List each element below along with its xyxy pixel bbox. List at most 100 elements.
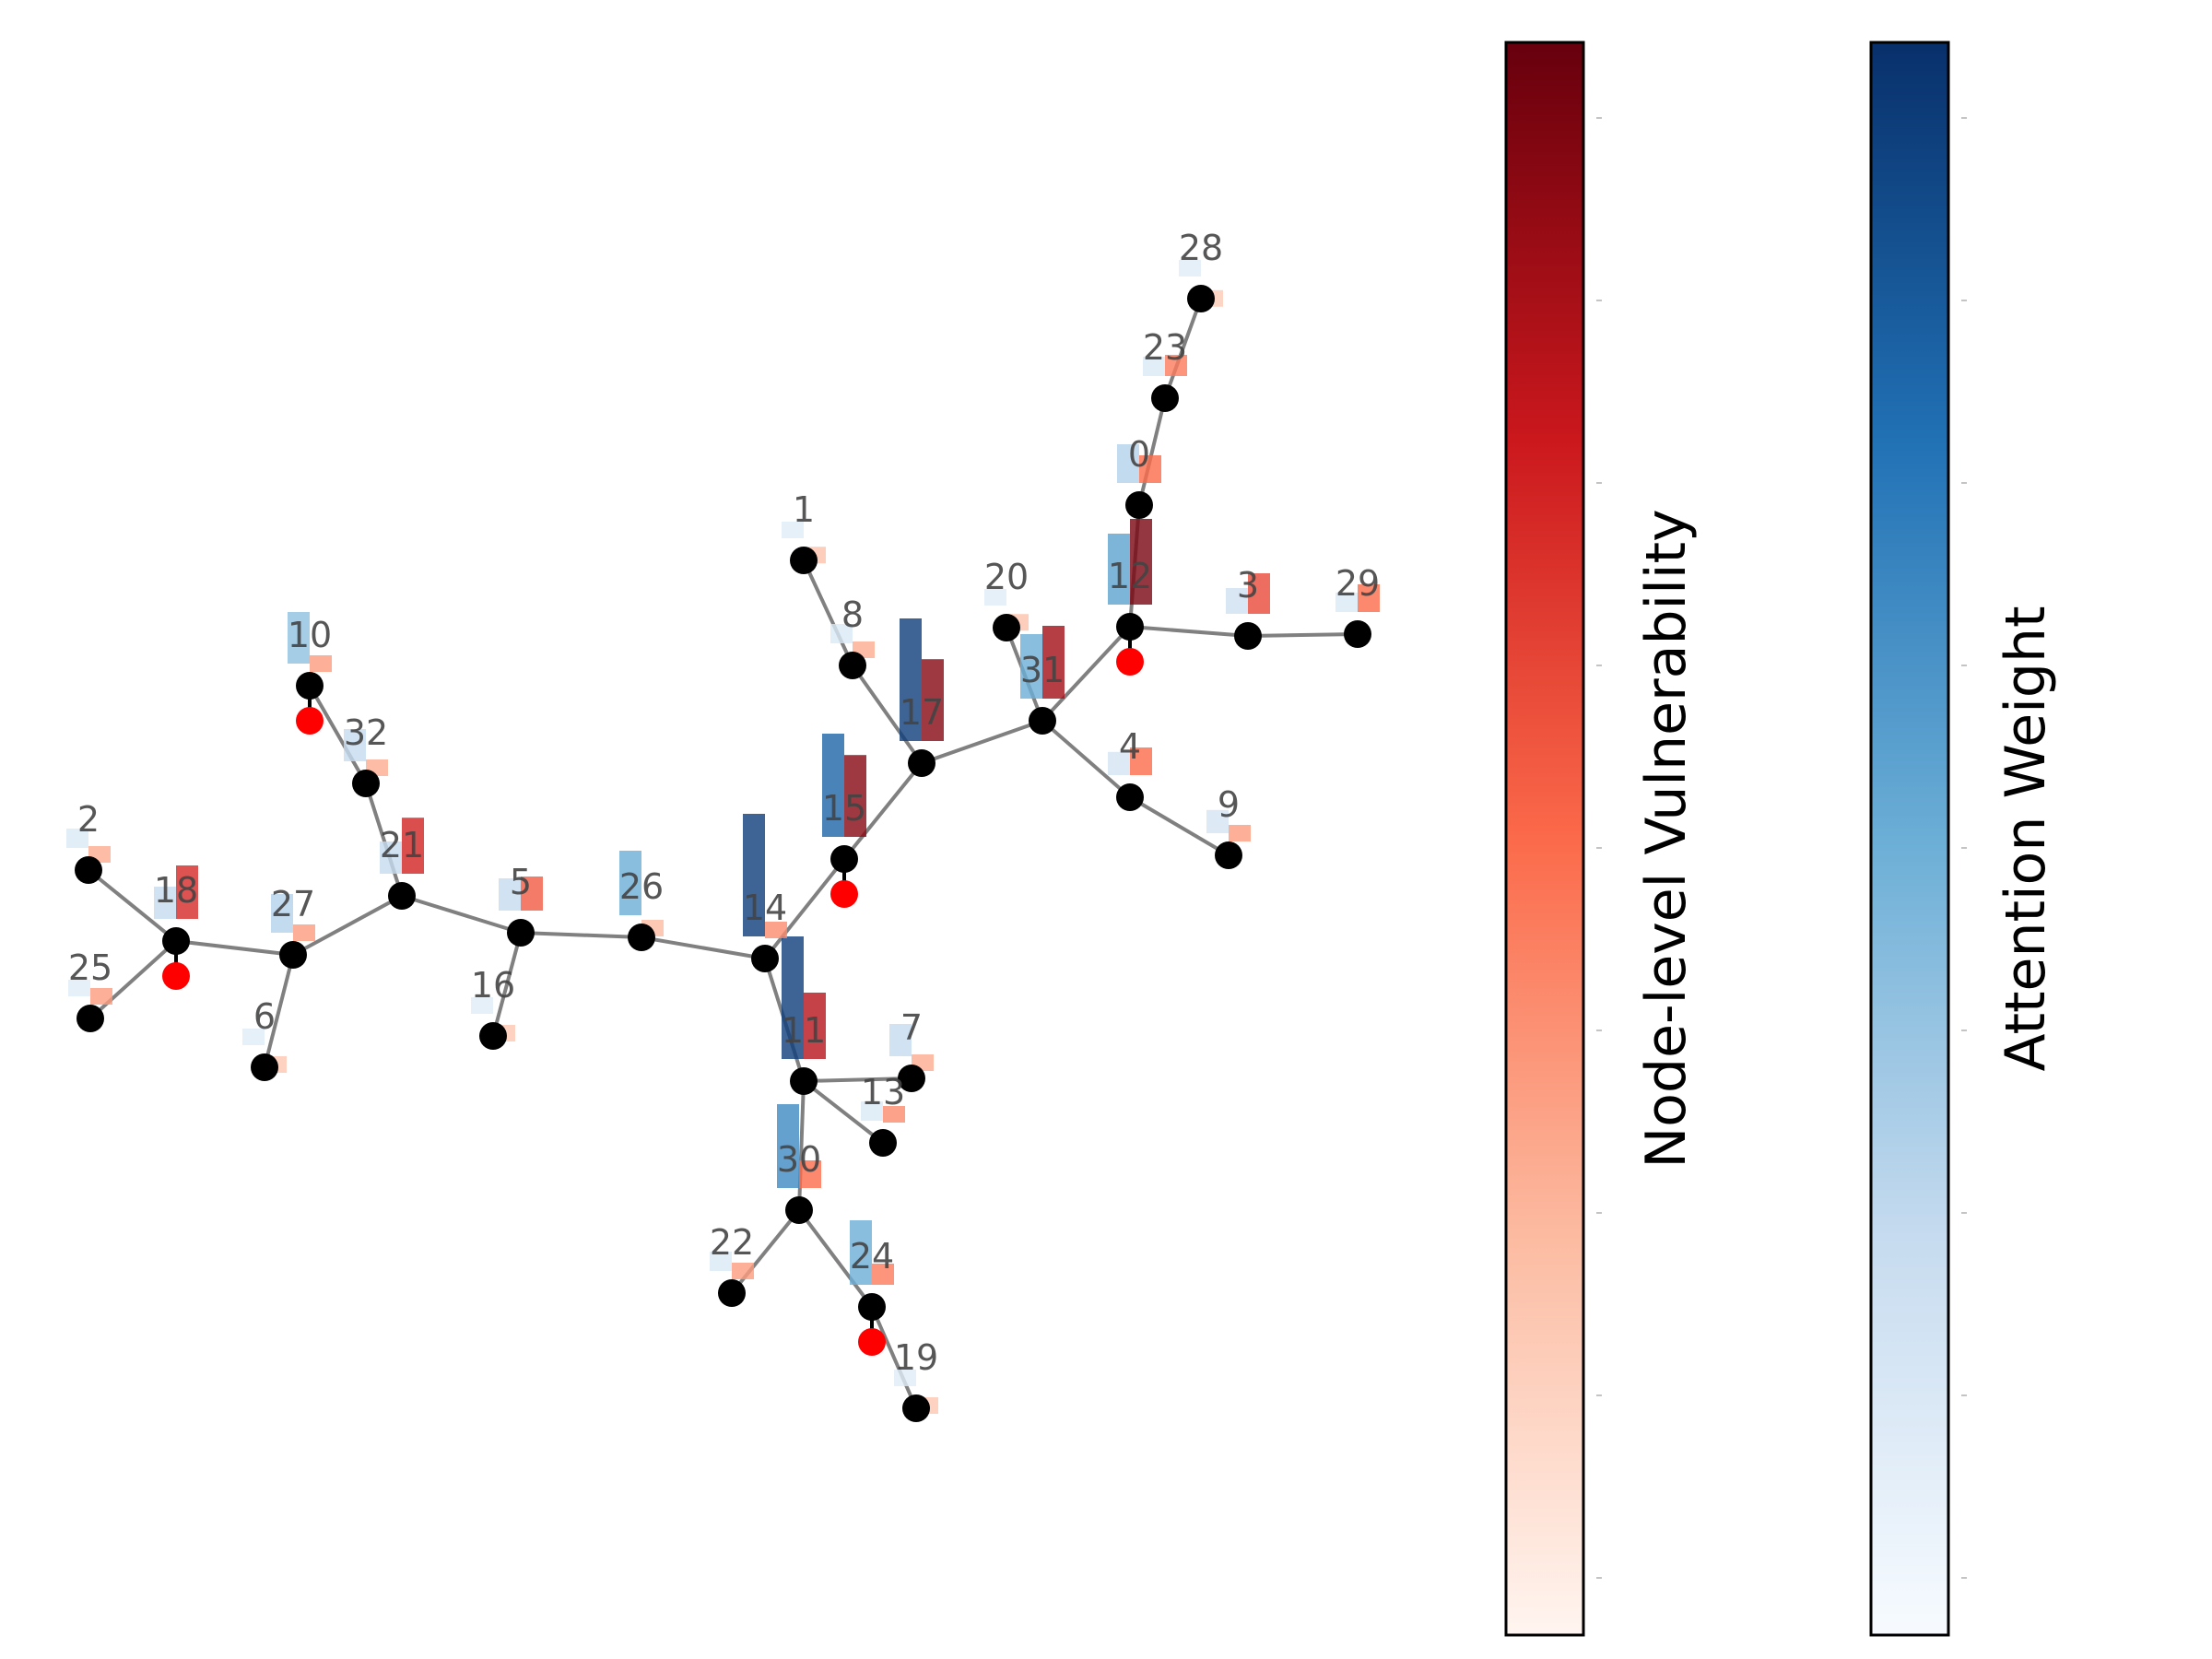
attention-colorbar-label: Attention Weight [1994, 606, 2058, 1071]
node-label: 11 [782, 1010, 826, 1051]
attention-bar [471, 997, 493, 1014]
graph-edge [520, 931, 642, 939]
node-label: 21 [380, 825, 424, 865]
graph-node [790, 547, 818, 574]
graph-node [162, 927, 190, 955]
vulnerability-colorbar-label: Node-level Vulnerability [1634, 509, 1699, 1168]
attention-bar [344, 729, 366, 761]
attention-bar [710, 1252, 732, 1271]
markers-layer [162, 627, 1144, 1356]
vulnerability-bar [765, 922, 787, 938]
attention-bar [66, 829, 88, 848]
vulnerability-bar [872, 1264, 894, 1285]
node-label: 15 [822, 788, 866, 829]
vulnerability-bar [1248, 573, 1270, 614]
attention-bar [900, 618, 922, 741]
graph-edge [1247, 632, 1359, 638]
node-label: 14 [743, 888, 787, 928]
vulnerable-marker [1116, 648, 1144, 676]
vulnerability-bar [799, 1160, 821, 1188]
attention-bar [1108, 751, 1130, 775]
graph-edge [1041, 625, 1132, 723]
attention-bar [1206, 809, 1229, 833]
attention-bar [850, 1220, 872, 1285]
graph-edge [1137, 397, 1167, 506]
vulnerability-bar [1165, 355, 1187, 376]
graph-edge [1129, 625, 1249, 638]
node-label: 17 [900, 692, 944, 733]
graph-node [790, 1067, 818, 1095]
graph-node [279, 941, 307, 969]
vulnerability-bar [521, 877, 543, 911]
graph-node [1344, 620, 1371, 648]
graph-edge [401, 894, 522, 935]
graph-node [751, 945, 779, 972]
nodes-layer [75, 285, 1371, 1422]
graph-edge [921, 719, 1043, 765]
node-label: 0 [1128, 434, 1150, 475]
node-label: 6 [253, 996, 276, 1037]
graph-node [785, 1196, 813, 1224]
vulnerability-bar [922, 659, 944, 741]
graph-edge [308, 685, 368, 784]
graph-node [1234, 622, 1262, 650]
vulnerability-bar [883, 1106, 905, 1123]
graph-edge [763, 857, 846, 960]
vulnerability-bar [176, 865, 198, 919]
vulnerability-bar [1358, 584, 1380, 612]
attention-colorbar-ticks [1961, 117, 1967, 1579]
graph-edge [797, 1080, 806, 1211]
vulnerability-bar [732, 1263, 754, 1279]
node-label: 4 [1119, 726, 1141, 767]
graph-node [908, 749, 935, 777]
attention-bar [822, 734, 844, 837]
attention-bar [68, 980, 90, 996]
graph-node [1187, 285, 1215, 312]
node-label: 31 [1020, 650, 1065, 690]
node-label: 8 [841, 594, 864, 635]
vulnerability-colorbar: Node-level Vulnerability [1504, 41, 1699, 1637]
node-label: 18 [154, 870, 198, 911]
node-label: 10 [288, 615, 332, 655]
graph-edge [797, 1208, 874, 1309]
graph-edge [842, 761, 924, 861]
attention-colorbar-gradient [1869, 41, 1950, 1637]
graph-node [898, 1065, 925, 1092]
graph-node [296, 672, 324, 700]
node-label: 24 [850, 1236, 894, 1277]
graph-node [1029, 707, 1056, 735]
attention-bar [1335, 593, 1358, 612]
vulnerability-bar [844, 755, 866, 837]
graph-edge [263, 954, 295, 1068]
graph-node [718, 1279, 746, 1307]
graph-edge [870, 1306, 918, 1409]
graph-node [507, 919, 535, 947]
vulnerability-bar [1042, 626, 1065, 699]
node-label: 1 [793, 489, 815, 530]
node-label: 5 [510, 862, 532, 902]
graph-edge [802, 559, 854, 666]
graph-edge [803, 1077, 912, 1083]
graph-node [902, 1394, 930, 1422]
attention-bar [1179, 260, 1201, 276]
graph-node [479, 1022, 507, 1050]
attention-bar [830, 624, 853, 643]
attention-bar [1108, 534, 1130, 605]
graph-node [1116, 613, 1144, 641]
node-label: 28 [1179, 228, 1223, 268]
graph-node [251, 1053, 278, 1081]
graph-node [628, 924, 655, 951]
attention-bar [782, 936, 804, 1059]
attention-bar [1117, 444, 1139, 483]
attention-bar [894, 1370, 916, 1386]
graph-node [388, 882, 416, 910]
vulnerable-marker [296, 707, 324, 735]
node-label: 2 [77, 799, 100, 840]
attention-bar [782, 522, 804, 538]
vulnerability-bar [293, 924, 315, 941]
vulnerability-bar [90, 988, 112, 1005]
graph-edge [1128, 795, 1230, 857]
node-label: 7 [900, 1007, 923, 1048]
